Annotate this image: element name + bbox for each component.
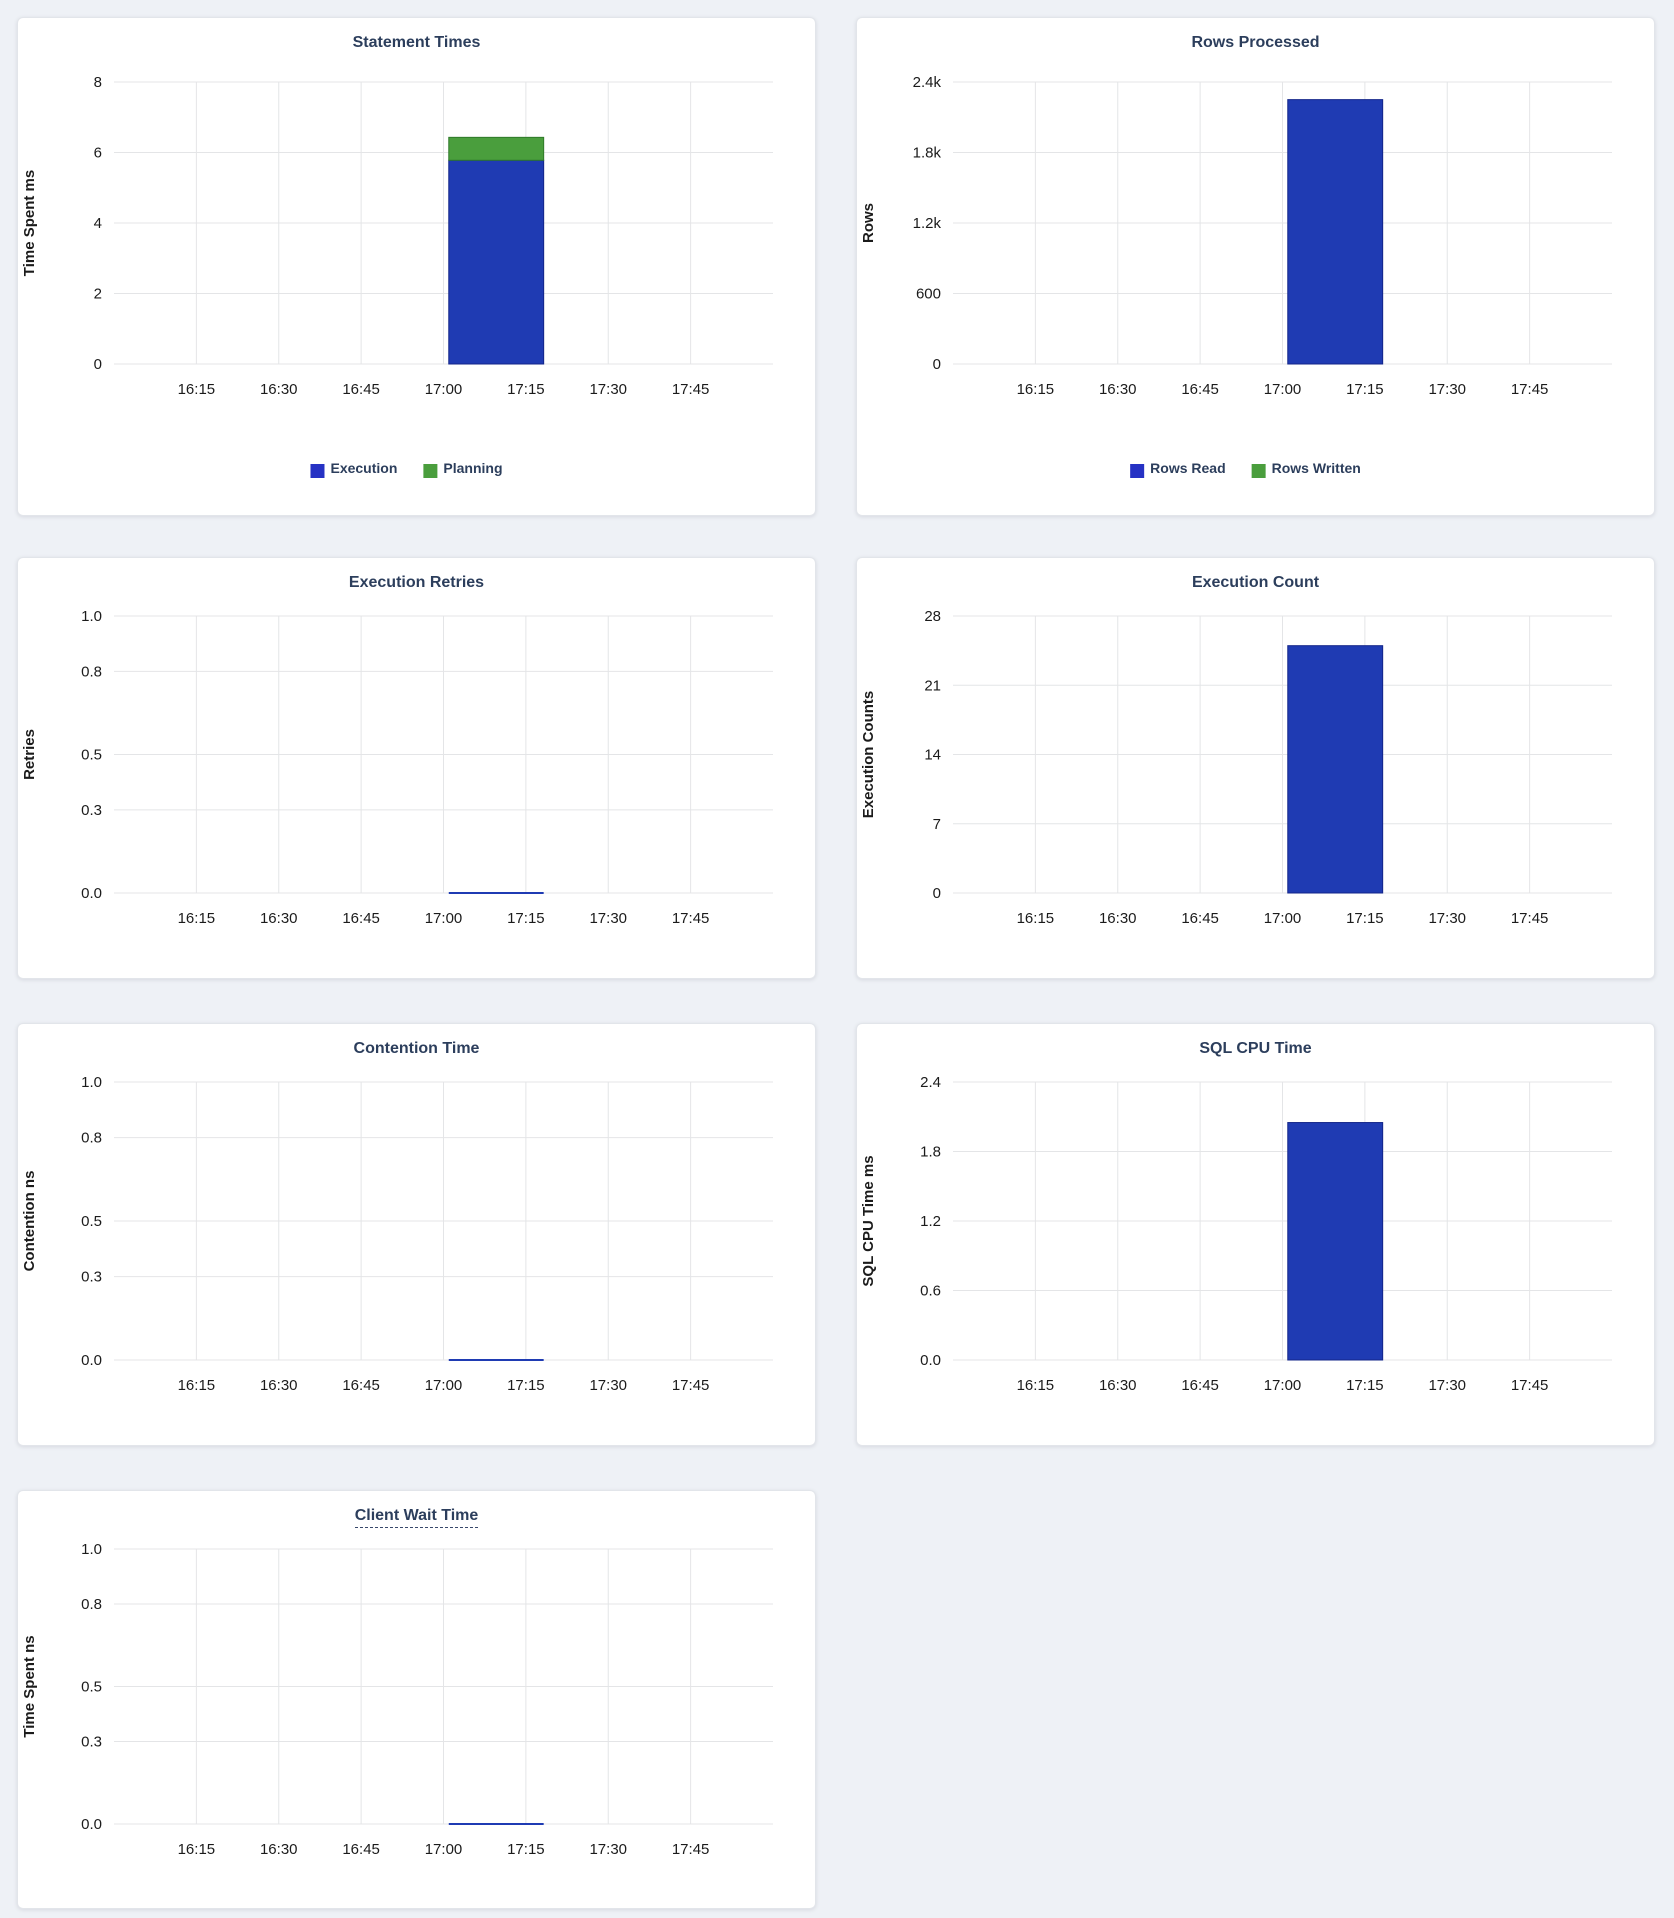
svg-text:17:15: 17:15 — [507, 1377, 545, 1394]
svg-text:16:15: 16:15 — [1017, 381, 1055, 398]
svg-text:17:30: 17:30 — [1428, 1377, 1466, 1394]
svg-text:17:15: 17:15 — [1346, 1377, 1384, 1394]
svg-text:16:30: 16:30 — [260, 381, 298, 398]
svg-text:16:30: 16:30 — [1099, 910, 1137, 927]
svg-text:17:15: 17:15 — [1346, 910, 1384, 927]
svg-text:17:00: 17:00 — [1264, 910, 1302, 927]
svg-text:17:30: 17:30 — [589, 381, 627, 398]
svg-text:1.2k: 1.2k — [913, 215, 942, 232]
svg-text:16:15: 16:15 — [178, 910, 216, 927]
svg-text:8: 8 — [94, 74, 102, 91]
svg-text:2.4k: 2.4k — [913, 74, 942, 91]
svg-text:16:30: 16:30 — [260, 1377, 298, 1394]
svg-text:Execution Counts: Execution Counts — [860, 691, 877, 819]
svg-text:17:45: 17:45 — [1511, 1377, 1549, 1394]
svg-text:16:45: 16:45 — [342, 1377, 380, 1394]
svg-text:0.3: 0.3 — [81, 1734, 102, 1751]
svg-text:0.3: 0.3 — [81, 1269, 102, 1286]
svg-text:0.8: 0.8 — [81, 663, 102, 680]
svg-text:17:15: 17:15 — [507, 381, 545, 398]
svg-text:16:30: 16:30 — [260, 910, 298, 927]
svg-text:4: 4 — [94, 215, 102, 232]
svg-text:16:45: 16:45 — [1181, 1377, 1219, 1394]
svg-text:600: 600 — [916, 286, 941, 303]
svg-text:0: 0 — [94, 356, 102, 373]
svg-text:SQL CPU Time ms: SQL CPU Time ms — [860, 1155, 877, 1286]
svg-text:17:30: 17:30 — [1428, 910, 1466, 927]
svg-text:17:15: 17:15 — [507, 910, 545, 927]
svg-text:Time Spent ms: Time Spent ms — [21, 170, 38, 276]
svg-text:16:15: 16:15 — [178, 1841, 216, 1858]
svg-text:16:30: 16:30 — [1099, 1377, 1137, 1394]
svg-text:0.5: 0.5 — [81, 747, 102, 764]
svg-text:0.5: 0.5 — [81, 1679, 102, 1696]
svg-text:0.3: 0.3 — [81, 802, 102, 819]
svg-text:16:45: 16:45 — [342, 910, 380, 927]
svg-text:17:00: 17:00 — [425, 1377, 463, 1394]
svg-text:16:15: 16:15 — [178, 381, 216, 398]
svg-text:17:30: 17:30 — [589, 1841, 627, 1858]
svg-text:Rows: Rows — [860, 203, 877, 243]
svg-text:16:15: 16:15 — [1017, 1377, 1055, 1394]
svg-text:17:45: 17:45 — [1511, 381, 1549, 398]
svg-text:0.5: 0.5 — [81, 1213, 102, 1230]
svg-text:17:45: 17:45 — [672, 381, 710, 398]
svg-text:0.0: 0.0 — [81, 1816, 102, 1833]
svg-text:1.8k: 1.8k — [913, 145, 942, 162]
svg-text:1.0: 1.0 — [81, 608, 102, 625]
svg-text:Time Spent ns: Time Spent ns — [21, 1635, 38, 1737]
svg-text:17:45: 17:45 — [672, 910, 710, 927]
svg-text:Rows Written: Rows Written — [1272, 460, 1361, 476]
svg-text:17:15: 17:15 — [1346, 381, 1384, 398]
svg-text:28: 28 — [924, 608, 941, 625]
svg-text:Rows Read: Rows Read — [1150, 460, 1225, 476]
svg-text:Execution: Execution — [330, 460, 397, 476]
svg-text:2: 2 — [94, 286, 102, 303]
svg-text:0: 0 — [933, 885, 941, 902]
svg-text:0: 0 — [933, 356, 941, 373]
svg-text:1.2: 1.2 — [920, 1213, 941, 1230]
svg-text:0.6: 0.6 — [920, 1283, 941, 1300]
svg-text:17:30: 17:30 — [589, 1377, 627, 1394]
svg-text:16:15: 16:15 — [1017, 910, 1055, 927]
svg-text:0.8: 0.8 — [81, 1596, 102, 1613]
svg-text:0.0: 0.0 — [81, 1352, 102, 1369]
svg-text:0.8: 0.8 — [81, 1130, 102, 1147]
svg-text:1.0: 1.0 — [81, 1074, 102, 1091]
svg-text:16:45: 16:45 — [1181, 910, 1219, 927]
svg-text:16:45: 16:45 — [342, 381, 380, 398]
svg-text:17:45: 17:45 — [672, 1377, 710, 1394]
svg-text:17:00: 17:00 — [1264, 381, 1302, 398]
svg-text:17:00: 17:00 — [425, 1841, 463, 1858]
svg-text:17:30: 17:30 — [1428, 381, 1466, 398]
svg-text:17:30: 17:30 — [589, 910, 627, 927]
svg-text:16:15: 16:15 — [178, 1377, 216, 1394]
svg-text:16:45: 16:45 — [342, 1841, 380, 1858]
svg-text:17:00: 17:00 — [425, 381, 463, 398]
svg-text:17:45: 17:45 — [672, 1841, 710, 1858]
svg-text:16:45: 16:45 — [1181, 381, 1219, 398]
svg-text:17:00: 17:00 — [425, 910, 463, 927]
svg-text:21: 21 — [924, 677, 941, 694]
svg-text:2.4: 2.4 — [920, 1074, 941, 1091]
svg-text:17:00: 17:00 — [1264, 1377, 1302, 1394]
svg-text:1.8: 1.8 — [920, 1144, 941, 1161]
svg-text:7: 7 — [933, 816, 941, 833]
svg-text:1.0: 1.0 — [81, 1541, 102, 1558]
svg-text:17:15: 17:15 — [507, 1841, 545, 1858]
svg-text:16:30: 16:30 — [260, 1841, 298, 1858]
svg-text:0.0: 0.0 — [81, 885, 102, 902]
svg-text:6: 6 — [94, 145, 102, 162]
svg-text:0.0: 0.0 — [920, 1352, 941, 1369]
svg-text:Contention ns: Contention ns — [21, 1171, 38, 1272]
svg-text:Retries: Retries — [21, 729, 38, 780]
svg-text:14: 14 — [924, 747, 941, 764]
svg-text:16:30: 16:30 — [1099, 381, 1137, 398]
svg-text:17:45: 17:45 — [1511, 910, 1549, 927]
svg-text:Planning: Planning — [443, 460, 502, 476]
